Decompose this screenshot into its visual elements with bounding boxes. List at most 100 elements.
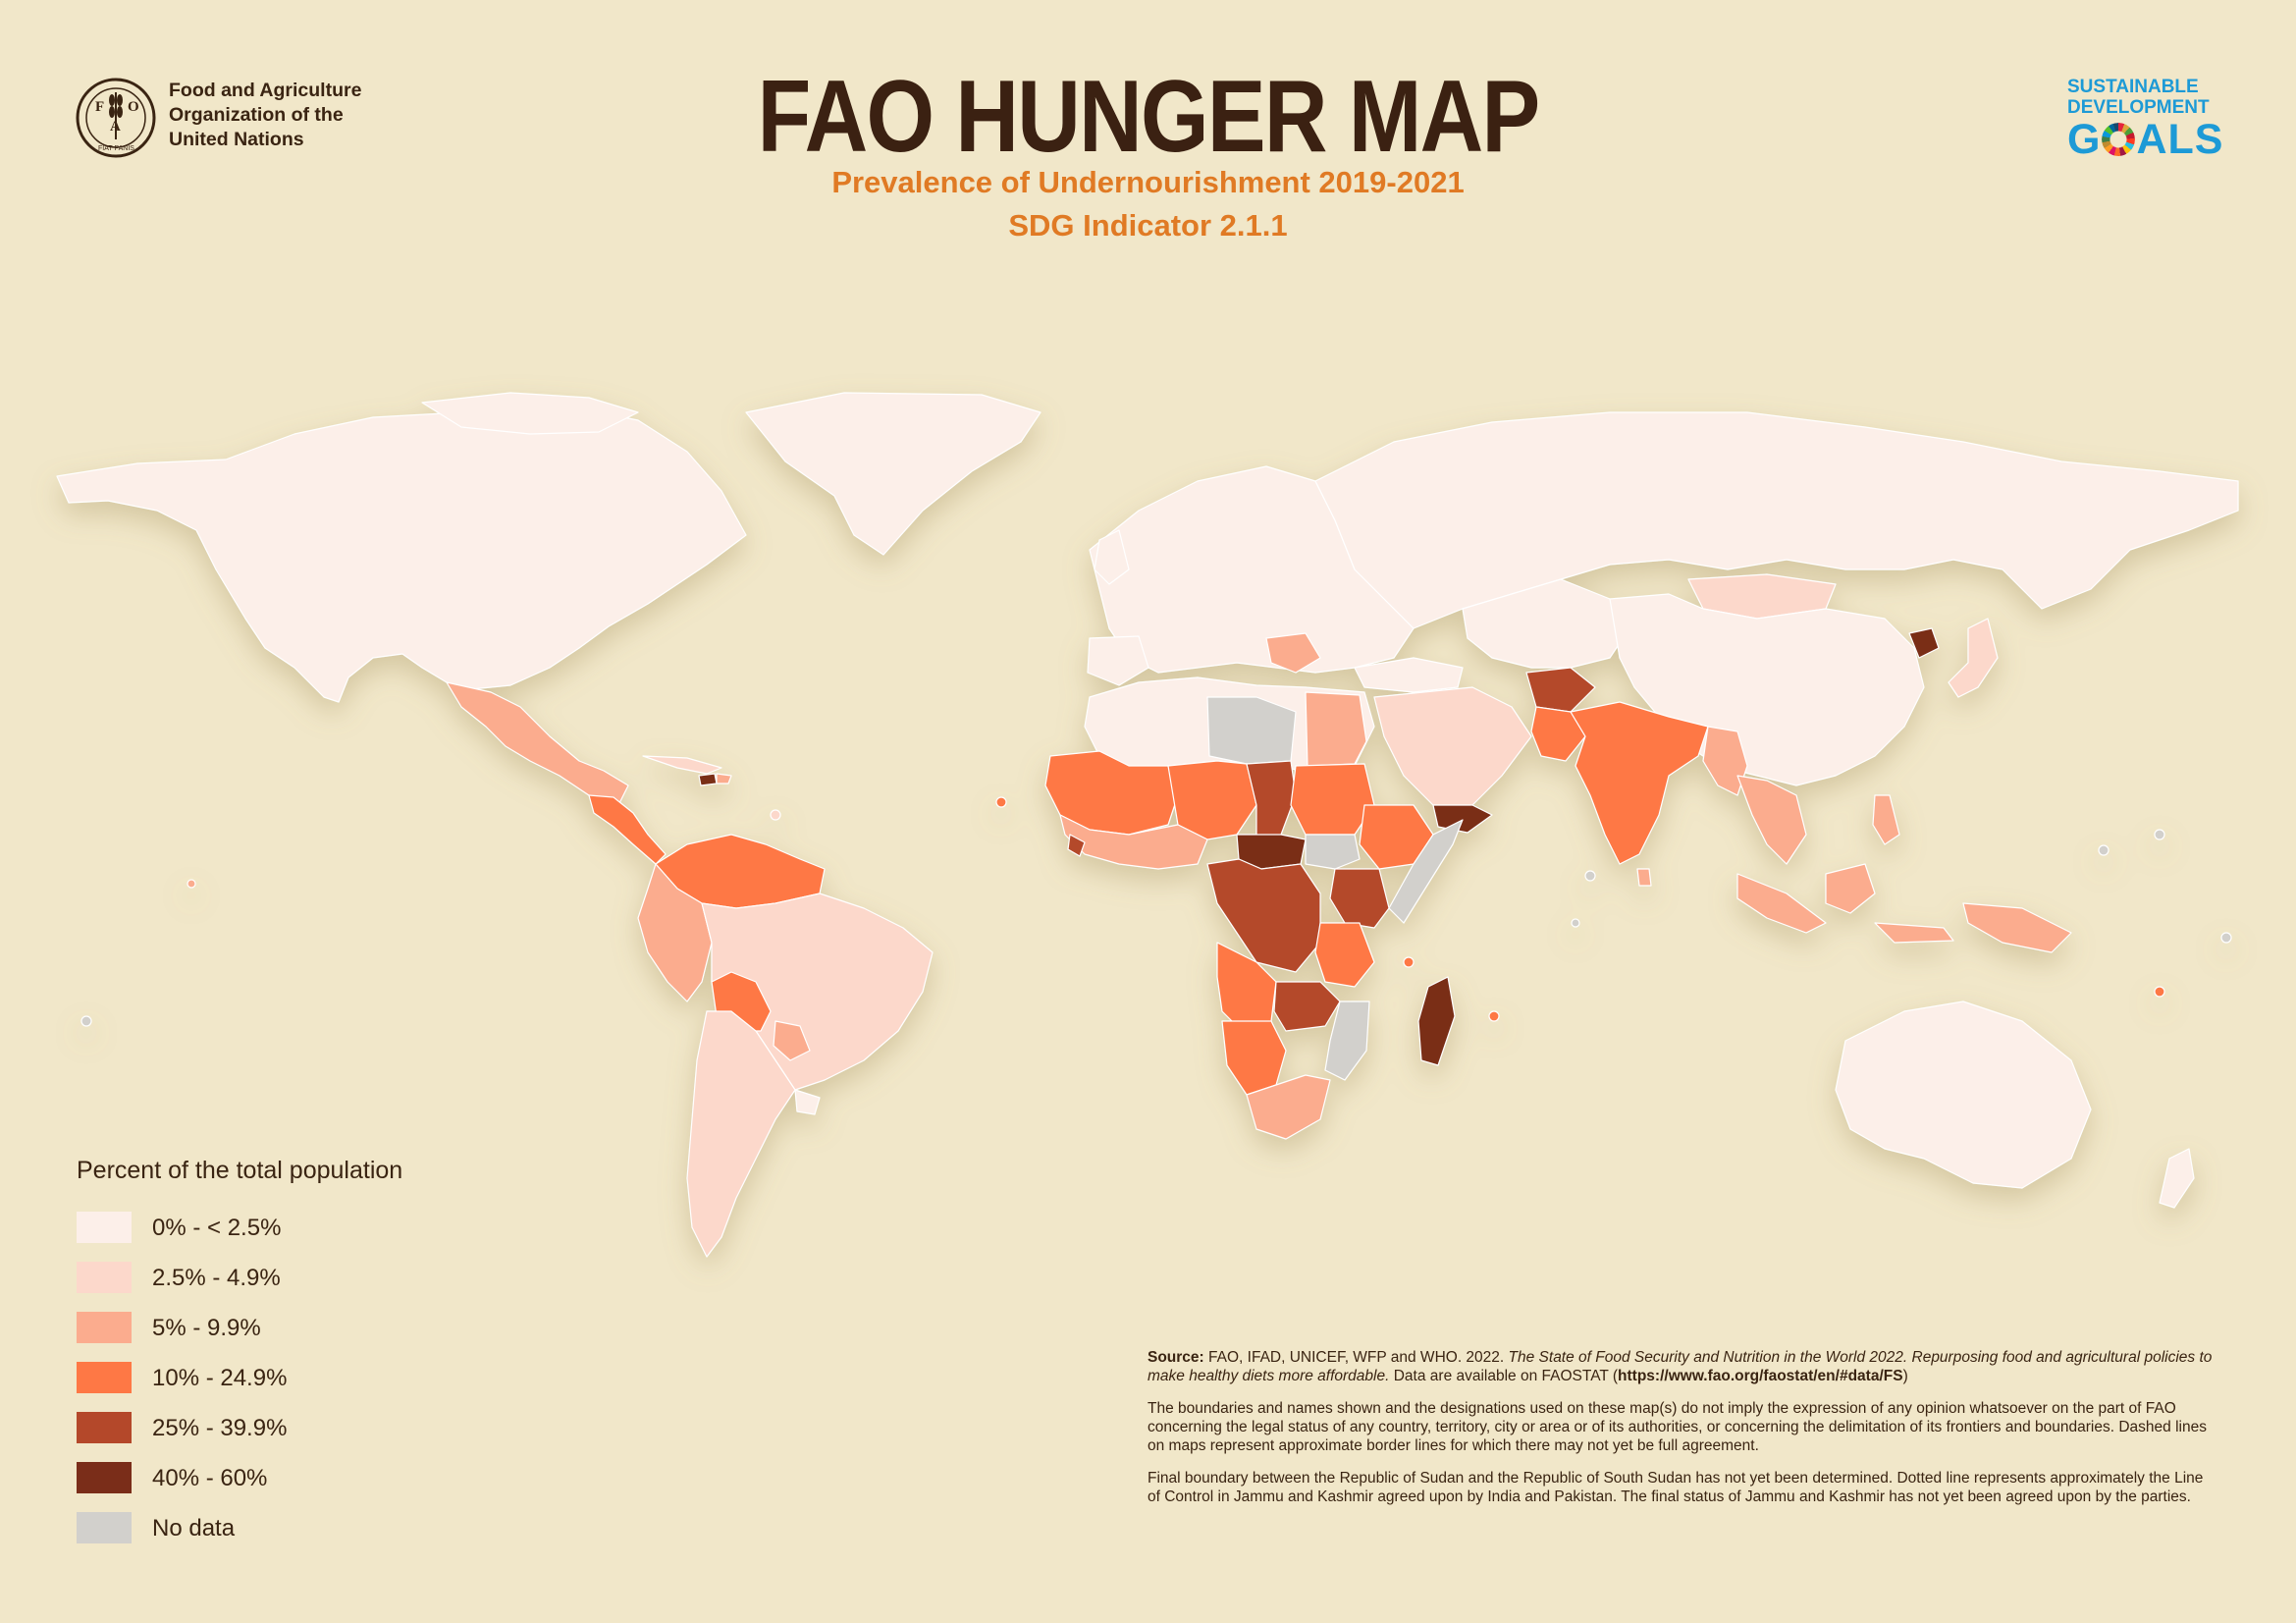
disclaimer-boundaries: The boundaries and names shown and the d… xyxy=(1148,1400,2207,1454)
region-somalia xyxy=(1388,819,1464,924)
region-paraguay xyxy=(773,1020,811,1061)
region-pacific-island-3 xyxy=(2154,829,2165,840)
region-japan xyxy=(1948,618,1999,698)
legend-item: 40% - 60% xyxy=(77,1462,469,1495)
notes: Source: FAO, IFAD, UNICEF, WFP and WHO. … xyxy=(1148,1348,2219,1520)
legend-label: 10% - 24.9% xyxy=(152,1365,288,1391)
legend-swatch xyxy=(77,1462,132,1493)
legend-label: No data xyxy=(152,1515,236,1542)
svg-text:O: O xyxy=(128,99,139,115)
source-title: The State of Food Security and Nutrition… xyxy=(1148,1349,2213,1384)
org-name-line-2: Organization of the xyxy=(169,104,344,126)
region-sri-lanka xyxy=(1636,868,1652,887)
disclaimer-sudan-kashmir: Final boundary between the Republic of S… xyxy=(1148,1470,2204,1505)
region-libya xyxy=(1206,696,1297,765)
source-text: FAO, IFAD, UNICEF, WFP and WHO. 2022. xyxy=(1208,1349,1505,1366)
sdg-wheel-icon xyxy=(2102,123,2136,156)
source-close: ) xyxy=(1902,1368,1908,1384)
region-sahel-west xyxy=(1044,750,1179,836)
region-papua xyxy=(1962,902,2072,953)
legend-label: 2.5% - 4.9% xyxy=(152,1265,281,1291)
region-afghanistan xyxy=(1525,667,1596,713)
region-central-america xyxy=(588,794,667,865)
region-colombia-peru xyxy=(637,863,713,1002)
organization-name: Food and Agriculture Organization of the… xyxy=(169,79,424,152)
region-indochina xyxy=(1736,775,1807,865)
region-bangladesh-myanmar xyxy=(1702,726,1748,796)
region-turkey-caucasus xyxy=(1354,657,1464,693)
region-iran-arabia xyxy=(1373,686,1532,806)
region-mauritius xyxy=(1403,956,1415,968)
region-haiti xyxy=(698,773,718,786)
legend-item: No data xyxy=(77,1512,469,1545)
sdg-logo: SUSTAINABLE DEVELOPMENT G ALS xyxy=(2067,77,2224,161)
region-new-zealand xyxy=(2159,1148,2195,1209)
org-name-line-1: Food and Agriculture xyxy=(169,80,362,101)
region-iberia xyxy=(1087,635,1149,686)
region-borneo xyxy=(1825,863,1876,914)
page-title: FAO HUNGER MAP xyxy=(757,60,1541,174)
region-mexico xyxy=(446,681,629,806)
region-uk xyxy=(1094,529,1130,585)
region-uruguay xyxy=(794,1089,821,1115)
legend-label: 25% - 39.9% xyxy=(152,1415,288,1441)
region-indonesia-west xyxy=(1736,873,1827,934)
region-caribbean-small xyxy=(770,809,781,821)
region-pacific-island-1 xyxy=(2154,986,2165,998)
region-pacific-island-4 xyxy=(2220,932,2232,944)
legend-swatch xyxy=(77,1312,132,1343)
region-south-africa xyxy=(1246,1074,1331,1140)
source-label: Source: xyxy=(1148,1349,1204,1366)
sdg-goals-als: ALS xyxy=(2136,116,2224,163)
legend-swatch xyxy=(77,1362,132,1393)
subtitle-sdg: SDG Indicator 2.1.1 xyxy=(1008,208,1288,243)
region-mozambique xyxy=(1324,1001,1370,1081)
region-south-sudan xyxy=(1305,834,1361,870)
region-liberia xyxy=(1067,834,1086,857)
region-yemen xyxy=(1432,804,1493,834)
sdg-line-2: DEVELOPMENT xyxy=(2067,97,2210,118)
region-dominican xyxy=(716,773,732,784)
world-map xyxy=(56,392,2239,1258)
legend-swatch xyxy=(77,1512,132,1543)
fao-logo: F O A FIAT PANIS xyxy=(76,78,156,158)
region-north-korea xyxy=(1908,627,1940,659)
legend-item: 5% - 9.9% xyxy=(77,1312,469,1345)
legend-label: 0% - < 2.5% xyxy=(152,1215,282,1241)
region-australia xyxy=(1835,1001,2092,1189)
sdg-goals-g: G xyxy=(2067,116,2102,163)
region-uganda-kenya xyxy=(1329,868,1390,929)
legend-swatch xyxy=(77,1212,132,1243)
region-egypt xyxy=(1305,691,1367,767)
legend-item: 2.5% - 4.9% xyxy=(77,1262,469,1295)
source-data: Data are available on FAOSTAT ( xyxy=(1393,1368,1619,1384)
org-name-line-3: United Nations xyxy=(169,129,304,150)
region-madagascar xyxy=(1417,976,1456,1066)
legend-item: 0% - < 2.5% xyxy=(77,1212,469,1245)
region-cape-verde xyxy=(995,796,1007,808)
region-arctic-islands xyxy=(421,392,639,435)
region-pacific-west xyxy=(80,1015,92,1027)
legend-swatch xyxy=(77,1412,132,1443)
region-atlantic-island xyxy=(187,879,196,889)
region-central-asia xyxy=(1462,578,1630,669)
region-north-america xyxy=(56,402,747,703)
subtitle-indicator: Prevalence of Undernourishment 2019-2021 xyxy=(831,165,1465,199)
legend-item: 25% - 39.9% xyxy=(77,1412,469,1445)
region-tanzania xyxy=(1314,922,1375,988)
sdg-line-1: SUSTAINABLE xyxy=(2067,77,2199,97)
region-southern-cone xyxy=(686,1010,796,1258)
region-cuba xyxy=(642,755,722,775)
region-philippines xyxy=(1872,794,1900,845)
region-maldives xyxy=(1571,918,1580,928)
sdg-goals: G ALS xyxy=(2067,118,2224,161)
legend-label: 40% - 60% xyxy=(152,1465,268,1491)
region-balkans xyxy=(1265,632,1321,674)
legend-swatch xyxy=(77,1262,132,1293)
source-url[interactable]: https://www.fao.org/faostat/en/#data/FS xyxy=(1618,1368,1903,1384)
source-note: Source: FAO, IFAD, UNICEF, WFP and WHO. … xyxy=(1148,1348,2219,1385)
region-india xyxy=(1570,701,1709,865)
legend-item: 10% - 24.9% xyxy=(77,1362,469,1395)
region-zambia-malawi xyxy=(1273,981,1341,1032)
